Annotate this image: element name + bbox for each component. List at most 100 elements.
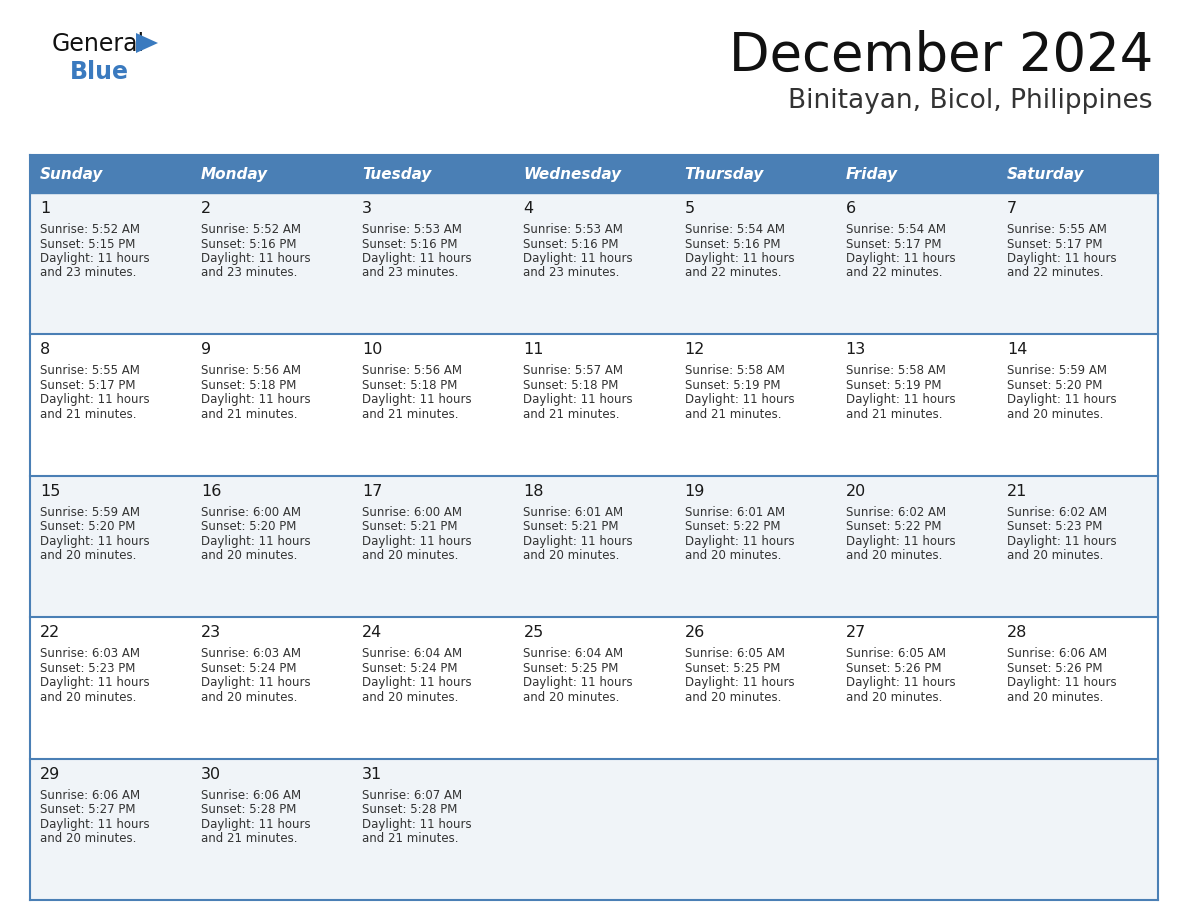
Text: Daylight: 11 hours: Daylight: 11 hours bbox=[201, 394, 311, 407]
Bar bbox=[835, 334, 997, 476]
Text: Sunset: 5:24 PM: Sunset: 5:24 PM bbox=[362, 662, 457, 675]
Text: Sunrise: 6:07 AM: Sunrise: 6:07 AM bbox=[362, 789, 462, 801]
Text: Sunset: 5:28 PM: Sunset: 5:28 PM bbox=[362, 803, 457, 816]
Text: Daylight: 11 hours: Daylight: 11 hours bbox=[362, 252, 472, 265]
Text: Sunrise: 6:01 AM: Sunrise: 6:01 AM bbox=[524, 506, 624, 519]
Text: Sunrise: 5:54 AM: Sunrise: 5:54 AM bbox=[846, 223, 946, 236]
Text: Sunset: 5:16 PM: Sunset: 5:16 PM bbox=[201, 238, 297, 251]
Bar bbox=[513, 617, 675, 758]
Text: Sunrise: 6:03 AM: Sunrise: 6:03 AM bbox=[40, 647, 140, 660]
Text: and 21 minutes.: and 21 minutes. bbox=[846, 408, 942, 420]
Text: 27: 27 bbox=[846, 625, 866, 640]
Text: Sunset: 5:20 PM: Sunset: 5:20 PM bbox=[40, 521, 135, 533]
Text: and 23 minutes.: and 23 minutes. bbox=[524, 266, 620, 279]
Text: Tuesday: Tuesday bbox=[362, 166, 431, 182]
Bar bbox=[191, 476, 353, 617]
Text: and 21 minutes.: and 21 minutes. bbox=[524, 408, 620, 420]
Text: Daylight: 11 hours: Daylight: 11 hours bbox=[1007, 677, 1117, 689]
Text: Sunset: 5:17 PM: Sunset: 5:17 PM bbox=[1007, 238, 1102, 251]
Text: Daylight: 11 hours: Daylight: 11 hours bbox=[524, 252, 633, 265]
Text: 3: 3 bbox=[362, 201, 372, 216]
Text: Sunset: 5:18 PM: Sunset: 5:18 PM bbox=[524, 379, 619, 392]
Text: and 20 minutes.: and 20 minutes. bbox=[684, 690, 781, 704]
Text: Sunrise: 6:04 AM: Sunrise: 6:04 AM bbox=[524, 647, 624, 660]
Text: Saturday: Saturday bbox=[1007, 166, 1085, 182]
Text: Sunrise: 6:06 AM: Sunrise: 6:06 AM bbox=[201, 789, 302, 801]
Text: 23: 23 bbox=[201, 625, 221, 640]
Text: Sunrise: 5:53 AM: Sunrise: 5:53 AM bbox=[524, 223, 624, 236]
Text: Sunrise: 6:02 AM: Sunrise: 6:02 AM bbox=[1007, 506, 1107, 519]
Text: Sunrise: 5:54 AM: Sunrise: 5:54 AM bbox=[684, 223, 784, 236]
Text: and 21 minutes.: and 21 minutes. bbox=[684, 408, 781, 420]
Bar bbox=[997, 334, 1158, 476]
Text: and 20 minutes.: and 20 minutes. bbox=[524, 549, 620, 563]
Text: and 21 minutes.: and 21 minutes. bbox=[362, 832, 459, 845]
Text: Daylight: 11 hours: Daylight: 11 hours bbox=[40, 818, 150, 831]
Bar bbox=[513, 476, 675, 617]
Text: 11: 11 bbox=[524, 342, 544, 357]
Bar bbox=[997, 476, 1158, 617]
Text: Sunrise: 5:58 AM: Sunrise: 5:58 AM bbox=[846, 364, 946, 377]
Text: and 20 minutes.: and 20 minutes. bbox=[362, 549, 459, 563]
Text: Sunrise: 6:00 AM: Sunrise: 6:00 AM bbox=[362, 506, 462, 519]
Bar bbox=[30, 193, 191, 334]
Bar bbox=[191, 155, 353, 193]
Text: Daylight: 11 hours: Daylight: 11 hours bbox=[684, 535, 795, 548]
Text: 26: 26 bbox=[684, 625, 704, 640]
Text: and 20 minutes.: and 20 minutes. bbox=[40, 549, 137, 563]
Text: Sunset: 5:22 PM: Sunset: 5:22 PM bbox=[846, 521, 941, 533]
Text: Daylight: 11 hours: Daylight: 11 hours bbox=[40, 677, 150, 689]
Bar bbox=[675, 617, 835, 758]
Text: Daylight: 11 hours: Daylight: 11 hours bbox=[684, 252, 795, 265]
Bar bbox=[675, 476, 835, 617]
Text: Sunrise: 5:59 AM: Sunrise: 5:59 AM bbox=[40, 506, 140, 519]
Text: Sunrise: 5:55 AM: Sunrise: 5:55 AM bbox=[40, 364, 140, 377]
Text: Sunrise: 5:57 AM: Sunrise: 5:57 AM bbox=[524, 364, 624, 377]
Text: Sunset: 5:16 PM: Sunset: 5:16 PM bbox=[524, 238, 619, 251]
Text: Sunset: 5:19 PM: Sunset: 5:19 PM bbox=[846, 379, 941, 392]
Text: 22: 22 bbox=[40, 625, 61, 640]
Bar bbox=[997, 758, 1158, 900]
Text: 25: 25 bbox=[524, 625, 544, 640]
Text: 28: 28 bbox=[1007, 625, 1028, 640]
Text: Sunrise: 6:02 AM: Sunrise: 6:02 AM bbox=[846, 506, 946, 519]
Bar bbox=[513, 758, 675, 900]
Text: Sunset: 5:15 PM: Sunset: 5:15 PM bbox=[40, 238, 135, 251]
Text: Daylight: 11 hours: Daylight: 11 hours bbox=[846, 535, 955, 548]
Text: and 23 minutes.: and 23 minutes. bbox=[201, 266, 297, 279]
Text: Thursday: Thursday bbox=[684, 166, 764, 182]
Text: Monday: Monday bbox=[201, 166, 268, 182]
Text: Sunset: 5:16 PM: Sunset: 5:16 PM bbox=[684, 238, 781, 251]
Text: Sunset: 5:21 PM: Sunset: 5:21 PM bbox=[524, 521, 619, 533]
Text: Daylight: 11 hours: Daylight: 11 hours bbox=[846, 677, 955, 689]
Text: and 20 minutes.: and 20 minutes. bbox=[1007, 408, 1104, 420]
Text: and 20 minutes.: and 20 minutes. bbox=[40, 832, 137, 845]
Text: Sunrise: 5:59 AM: Sunrise: 5:59 AM bbox=[1007, 364, 1107, 377]
Text: 8: 8 bbox=[40, 342, 50, 357]
Text: and 21 minutes.: and 21 minutes. bbox=[40, 408, 137, 420]
Bar bbox=[30, 758, 191, 900]
Text: 12: 12 bbox=[684, 342, 704, 357]
Text: and 20 minutes.: and 20 minutes. bbox=[1007, 690, 1104, 704]
Text: Sunset: 5:28 PM: Sunset: 5:28 PM bbox=[201, 803, 297, 816]
Text: 17: 17 bbox=[362, 484, 383, 498]
Text: and 21 minutes.: and 21 minutes. bbox=[201, 832, 298, 845]
Text: 1: 1 bbox=[40, 201, 50, 216]
Bar bbox=[675, 758, 835, 900]
Text: and 21 minutes.: and 21 minutes. bbox=[362, 408, 459, 420]
Text: Daylight: 11 hours: Daylight: 11 hours bbox=[362, 535, 472, 548]
Text: 6: 6 bbox=[846, 201, 855, 216]
Text: Sunset: 5:25 PM: Sunset: 5:25 PM bbox=[684, 662, 781, 675]
Text: Sunset: 5:23 PM: Sunset: 5:23 PM bbox=[1007, 521, 1102, 533]
Bar bbox=[191, 193, 353, 334]
Text: Sunset: 5:23 PM: Sunset: 5:23 PM bbox=[40, 662, 135, 675]
Bar bbox=[30, 476, 191, 617]
Text: 16: 16 bbox=[201, 484, 221, 498]
Text: 13: 13 bbox=[846, 342, 866, 357]
Text: 9: 9 bbox=[201, 342, 211, 357]
Text: Sunset: 5:26 PM: Sunset: 5:26 PM bbox=[846, 662, 941, 675]
Text: Sunset: 5:25 PM: Sunset: 5:25 PM bbox=[524, 662, 619, 675]
Text: and 20 minutes.: and 20 minutes. bbox=[846, 549, 942, 563]
Text: and 20 minutes.: and 20 minutes. bbox=[40, 690, 137, 704]
Text: and 20 minutes.: and 20 minutes. bbox=[846, 690, 942, 704]
